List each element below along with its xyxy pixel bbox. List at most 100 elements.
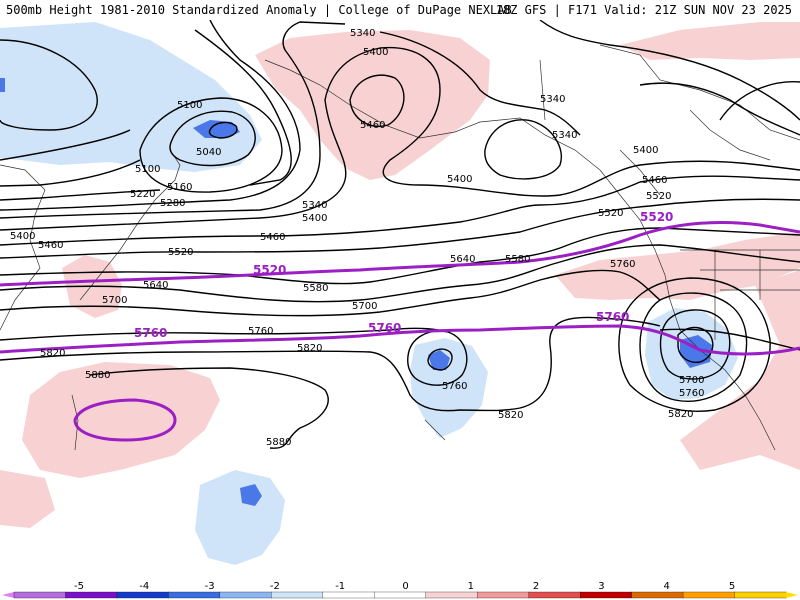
model-valid-time: 18Z GFS | F171 Valid: 21Z SUN NOV 23 202… xyxy=(495,3,792,17)
colorbar-swatch xyxy=(168,591,221,599)
strong-neg-center xyxy=(428,350,450,370)
contour-label: 5880 xyxy=(266,437,291,448)
contour-5880-main xyxy=(89,367,329,449)
contour-label: 5760 xyxy=(679,388,704,399)
colorbar-labels: -5 -4 -3 -2 -1 0 1 2 3 4 5 xyxy=(74,581,735,592)
height-contours xyxy=(0,20,800,449)
contour-5400-inner xyxy=(349,74,405,127)
contour-label: 5040 xyxy=(196,147,221,158)
positive-anomaly-hudson xyxy=(620,22,800,60)
contour-low-socal-4 xyxy=(618,277,771,412)
contour-label: 5460 xyxy=(642,175,667,186)
contour-label: 5820 xyxy=(668,409,693,420)
strong-neg-west-edge xyxy=(0,78,5,92)
contour-label: 5700 xyxy=(352,301,377,312)
colorbar-swatch xyxy=(13,591,67,599)
contour-5400-ne xyxy=(194,29,292,186)
contour-label: 5400 xyxy=(363,47,388,58)
map-header: 500mb Height 1981-2010 Standardized Anom… xyxy=(0,0,800,20)
positive-anomaly-southwest xyxy=(680,270,800,470)
positive-anomaly-alaska xyxy=(255,30,490,180)
contour-label: 5400 xyxy=(633,145,658,156)
colorbar-swatch xyxy=(734,591,787,599)
colorbar-label: -2 xyxy=(270,581,280,592)
contour-label: 5100 xyxy=(135,164,160,175)
contour-low-center-2 xyxy=(427,348,453,371)
contour-5460-main xyxy=(0,175,800,246)
highlight-5760 xyxy=(0,324,800,356)
contour-label: 5520 xyxy=(646,191,671,202)
contour-5220 xyxy=(0,189,161,201)
contour-5820-main xyxy=(0,316,661,412)
highlight-label: 5760 xyxy=(134,326,167,340)
contour-label: 5700 xyxy=(102,295,127,306)
colorbar-label: 5 xyxy=(729,581,735,592)
positive-anomaly-west-coast xyxy=(555,232,800,300)
contour-5700-main xyxy=(0,269,661,317)
colorbar-swatch xyxy=(374,591,427,599)
anomaly-map: 5340 5400 5100 5040 5460 5100 5160 5220 … xyxy=(0,20,800,580)
highlight-5520 xyxy=(0,220,800,287)
contour-label: 5400 xyxy=(302,213,327,224)
contour-5400-main xyxy=(0,46,800,231)
colorbar-swatch xyxy=(425,591,478,599)
highlight-label: 5520 xyxy=(253,263,286,277)
colorbar-label: 1 xyxy=(468,581,474,592)
negative-anomaly-south xyxy=(195,470,285,565)
contour-low-siberia-2 xyxy=(208,121,238,139)
highlight-label: 5760 xyxy=(596,310,629,324)
contour-label: 5340 xyxy=(350,28,375,39)
contour-5160 xyxy=(0,159,141,187)
map-title: 500mb Height 1981-2010 Standardized Anom… xyxy=(6,3,512,17)
negative-anomaly-center xyxy=(410,338,488,438)
colorbar-max-arrow xyxy=(786,592,798,598)
colorbar-swatch xyxy=(116,591,170,599)
anomaly-shading xyxy=(0,22,800,565)
contour-low-siberia-1 xyxy=(169,110,256,167)
highlight-label: 5760 xyxy=(368,321,401,335)
colorbar-swatch xyxy=(528,591,581,599)
contour-label: 5580 xyxy=(303,283,328,294)
contour-label: 5160 xyxy=(167,182,192,193)
contour-east-upper-1 xyxy=(539,20,800,121)
contour-low-socal-1 xyxy=(639,292,748,402)
colorbar-swatch xyxy=(322,591,375,599)
colorbar-label: 4 xyxy=(664,581,670,592)
contour-label: 5100 xyxy=(177,100,202,111)
positive-anomaly-aleutian-south xyxy=(0,470,55,528)
contour-5340-main xyxy=(0,21,346,219)
contour-label: 5580 xyxy=(505,254,530,265)
colorbar-label: -5 xyxy=(74,581,84,592)
contour-5760-main xyxy=(0,327,451,341)
colorbar-label: -4 xyxy=(139,581,149,592)
contour-label: 5400 xyxy=(10,231,35,242)
contour-5100-ring xyxy=(0,39,98,131)
contour-5520-east xyxy=(0,129,131,161)
contour-label: 5220 xyxy=(130,189,155,200)
colorbar-label: -1 xyxy=(335,581,345,592)
colorbar-segments xyxy=(2,591,798,599)
positive-anomaly-central-pacific xyxy=(22,362,220,478)
colorbar-swatch xyxy=(631,591,684,599)
contour-labels: 5340 5400 5100 5040 5460 5100 5160 5220 … xyxy=(10,28,704,448)
contour-label: 5880 xyxy=(85,370,110,381)
contour-south-low xyxy=(659,328,800,351)
contour-low-siberia-3 xyxy=(139,97,283,193)
contour-low-socal-2 xyxy=(659,309,731,380)
contour-label: 5760 xyxy=(610,259,635,270)
colorbar-label: -3 xyxy=(205,581,215,592)
contour-label: 5700 xyxy=(679,375,704,386)
colorbar-label: 3 xyxy=(598,581,604,592)
contour-label: 5760 xyxy=(248,326,273,337)
contour-label: 5760 xyxy=(442,381,467,392)
contour-label: 5400 xyxy=(447,174,472,185)
strong-neg-siberia xyxy=(193,120,240,138)
contour-label: 5820 xyxy=(297,343,322,354)
colorbar-label: 0 xyxy=(402,581,408,592)
colorbar-swatch xyxy=(477,591,530,599)
contour-label: 5460 xyxy=(38,240,63,251)
contour-label: 5520 xyxy=(168,247,193,258)
anomaly-colorbar: -5 -4 -3 -2 -1 0 1 2 3 4 5 xyxy=(0,580,800,600)
contour-5520-main xyxy=(0,198,800,259)
contour-label: 5340 xyxy=(552,130,577,141)
